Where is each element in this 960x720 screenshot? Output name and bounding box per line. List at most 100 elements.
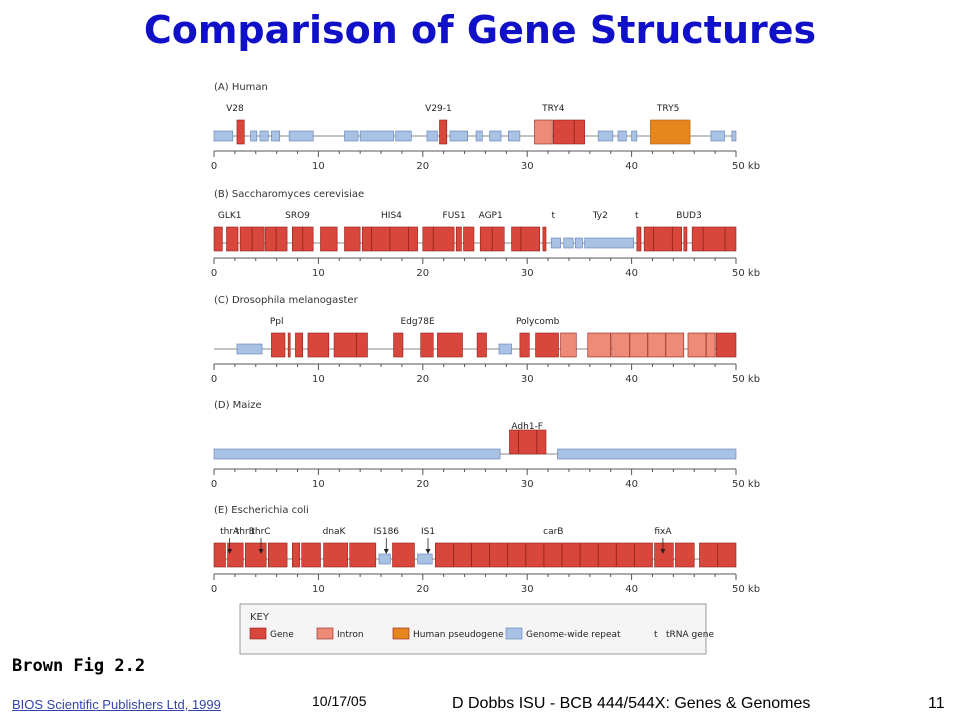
axis-tick-label: 50 kb: [732, 584, 760, 595]
axis-tick-label: 40: [625, 268, 638, 279]
page-number: 11: [928, 695, 945, 712]
gene-label: Ppl: [270, 317, 284, 327]
gene-block: [519, 332, 530, 358]
gene-label: IS186: [373, 527, 399, 537]
axis-tick-label: 10: [312, 479, 325, 490]
gene-block: [439, 119, 448, 145]
gene-label: AGP1: [479, 211, 503, 221]
gene-label: TRY4: [541, 104, 565, 114]
gene-block: [422, 226, 455, 252]
key-swatch-intron: [316, 627, 334, 640]
gene-label: Ty2: [592, 211, 608, 221]
axis-tick-label: 40: [625, 161, 638, 172]
arrow-head: [425, 549, 431, 554]
panel-label: (D) Maize: [214, 400, 262, 411]
gene-block: [393, 332, 404, 358]
panel-c: (C) Drosophila melanogaster Ppl Edg78E Poly…: [211, 295, 760, 385]
gene-block: [455, 226, 462, 252]
gene-block: [245, 542, 267, 568]
axis-tick-label: 40: [625, 584, 638, 595]
gene-block: [287, 332, 291, 358]
gene-label: TRY5: [656, 104, 679, 114]
gene-label: Edg78E: [400, 317, 435, 327]
key-label: Gene: [270, 630, 294, 640]
gene-block: [323, 542, 348, 568]
publisher-credit-link[interactable]: BIOS Scientific Publishers Ltd, 1999: [12, 697, 221, 712]
gene-label: carB: [543, 527, 563, 537]
axis-tick-label: 10: [312, 584, 325, 595]
gene-block: [509, 429, 547, 455]
gene-block: [213, 226, 223, 252]
axis-tick-label: 30: [521, 584, 534, 595]
repeat-block: [378, 553, 391, 565]
intron-block: [560, 332, 577, 358]
repeat-block: [449, 130, 468, 142]
gene-label: IS1: [421, 527, 435, 537]
repeat-block: [498, 343, 512, 355]
repeat-block: [236, 343, 263, 355]
axis-tick-label: 30: [521, 479, 534, 490]
repeat-block: [731, 130, 737, 142]
gene-block: [437, 332, 463, 358]
gene-label: fixA: [654, 527, 672, 537]
axis-tick-label: 20: [416, 479, 429, 490]
figure-caption: Brown Fig 2.2: [12, 656, 146, 676]
arrow-head: [383, 549, 389, 554]
gene-label: FUS1: [443, 211, 466, 221]
panel-b: (B) Saccharomyces cerevisiae GLK1 SRO9 HIS4…: [211, 189, 760, 279]
gene-block: [542, 226, 547, 252]
axis-tick-label: 10: [312, 161, 325, 172]
axis-tick-label: 0: [211, 268, 217, 279]
gene-label: thrC: [251, 527, 270, 537]
axis-tick-label: 0: [211, 161, 217, 172]
gene-block: [420, 332, 434, 358]
axis-tick-label: 40: [625, 374, 638, 385]
slide-title: Comparison of Gene Structures: [143, 8, 817, 52]
gene-block: [236, 119, 245, 145]
gene-block: [675, 542, 695, 568]
axis-tick-label: 30: [521, 374, 534, 385]
axis-tick-label: 50 kb: [732, 479, 760, 490]
panel-a: (A) Human V28 V29-1 TRY4 TRY5 0 10 20 30 40 50 kb: [211, 82, 760, 172]
axis-tick-label: 20: [416, 584, 429, 595]
panel-d: (D) Maize Adh1-F 0 10 20 30 40 50 kb: [211, 400, 760, 490]
gene-block: [535, 332, 559, 358]
key-label: Human pseudogene: [413, 630, 504, 640]
repeat-block: [259, 130, 269, 142]
gene-block: [715, 332, 737, 358]
gene-label: Polycomb: [516, 317, 560, 327]
gene-block: [295, 332, 304, 358]
repeat-block: [584, 237, 634, 249]
axis-tick-label: 30: [521, 268, 534, 279]
intron-block: [687, 332, 716, 358]
repeat-block: [597, 130, 614, 142]
gene-label: V28: [226, 104, 244, 114]
key-box: [239, 603, 707, 655]
gene-block: [301, 542, 321, 568]
repeat-block: [344, 130, 359, 142]
gene-block: [654, 542, 674, 568]
gene-block: [392, 542, 415, 568]
gene-block: [291, 542, 300, 568]
key-title: KEY: [250, 612, 270, 623]
gene-label: t: [635, 211, 639, 221]
axis-tick-label: 20: [416, 161, 429, 172]
axis-tick-label: 20: [416, 374, 429, 385]
axis-tick-label: 0: [211, 584, 217, 595]
gene-block: [333, 332, 368, 358]
repeat-block: [250, 130, 258, 142]
repeat-block: [617, 130, 627, 142]
gene-block: [344, 226, 361, 252]
repeat-block: [710, 130, 725, 142]
panel-label: (E) Escherichia coli: [214, 505, 309, 516]
repeat-block: [417, 553, 433, 565]
repeat-block: [213, 448, 501, 460]
gene-label: t: [552, 211, 556, 221]
repeat-block: [213, 130, 234, 142]
repeat-block: [550, 237, 561, 249]
gene-block: [271, 332, 286, 358]
repeat-block: [574, 237, 583, 249]
repeat-block: [271, 130, 281, 142]
